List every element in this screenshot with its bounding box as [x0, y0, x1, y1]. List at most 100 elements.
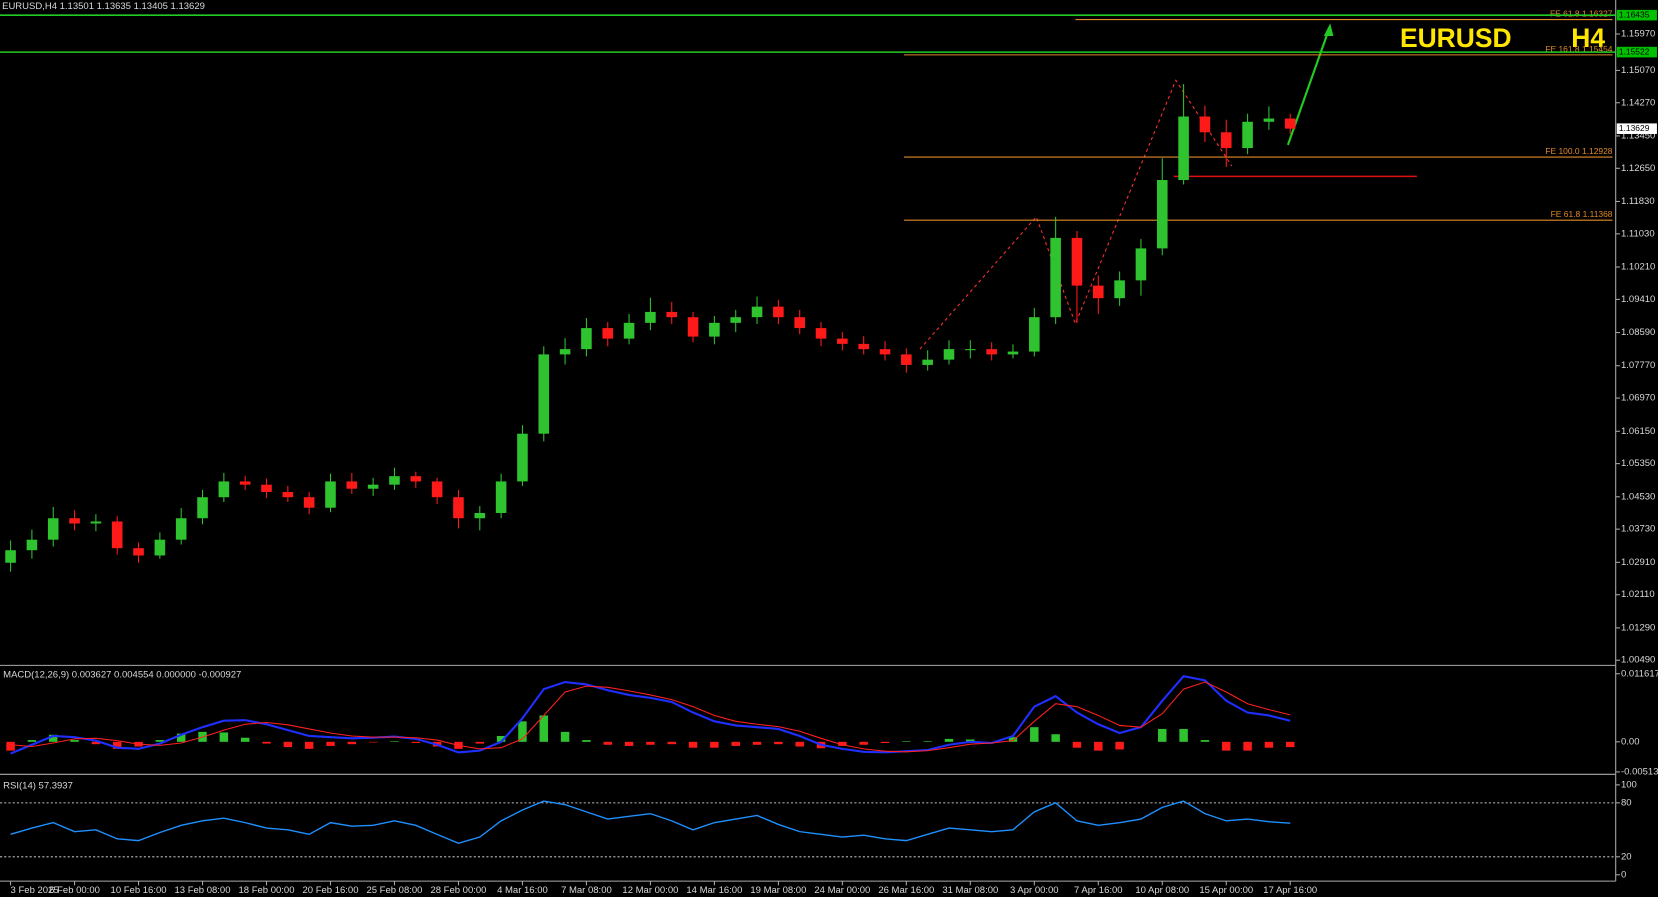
arrow-head	[1323, 23, 1334, 36]
candle-body	[517, 433, 528, 482]
candle-body	[90, 521, 102, 524]
macd-histogram-bar	[112, 741, 122, 749]
candle-body	[431, 481, 443, 498]
candle-body	[1178, 116, 1189, 181]
price-marker	[1616, 123, 1657, 134]
macd-histogram-bar	[966, 739, 975, 742]
macd-histogram-bar	[539, 715, 548, 742]
macd-histogram-bar	[944, 738, 954, 742]
x-tick-label: 31 Mar 08:00	[942, 885, 998, 896]
macd-histogram-bar	[582, 740, 591, 742]
candle-body	[261, 484, 272, 492]
x-tick-label: 7 Apr 16:00	[1074, 885, 1123, 896]
watermark: EURUSD	[1400, 23, 1512, 53]
candle-body	[1093, 285, 1104, 299]
x-tick-label: 14 Mar 16:00	[686, 885, 742, 896]
x-tick-label: 3 Feb 2025	[11, 885, 59, 896]
candle-body	[559, 349, 571, 355]
level-label: FE 100.0 1.12928	[1545, 146, 1612, 156]
macd-title: MACD(12,26,9) 0.003627 0.004554 0.000000…	[3, 669, 241, 680]
x-tick-label: 13 Feb 08:00	[175, 885, 231, 896]
candle-body	[1284, 118, 1296, 129]
candle-body	[218, 481, 230, 498]
rsi-tick-label: 20	[1621, 851, 1632, 862]
candle-body	[133, 548, 144, 556]
x-tick-label: 3 Apr 00:00	[1010, 885, 1059, 896]
macd-histogram-bar	[368, 741, 378, 743]
x-tick-label: 24 Mar 00:00	[814, 885, 870, 896]
macd-histogram-bar	[91, 741, 101, 745]
price-marker	[1616, 46, 1657, 58]
macd-histogram-bar	[1222, 741, 1231, 751]
candle-body	[837, 338, 848, 344]
macd-tick-label: -0.005133	[1621, 766, 1658, 777]
candle-body	[581, 328, 592, 350]
macd-histogram-bar	[304, 741, 314, 749]
macd-tick-label: 0.00	[1621, 736, 1639, 747]
level-label: FE 61.8 1.11368	[1551, 209, 1613, 219]
candle-body	[1029, 317, 1040, 352]
macd-histogram-bar	[859, 741, 868, 745]
x-tick-label: 17 Apr 16:00	[1263, 885, 1317, 896]
candle-body	[709, 322, 720, 337]
y-tick-label: 1.03730	[1621, 524, 1655, 535]
header: EURUSD,H4 1.13501 1.13635 1.13405 1.1362…	[2, 1, 205, 12]
candle-body	[645, 311, 656, 323]
level-label: FE 161.8 1.15454	[1545, 44, 1612, 54]
macd-histogram-bar	[646, 741, 655, 745]
y-tick-label: 1.06150	[1621, 426, 1655, 437]
candle-body	[1135, 248, 1147, 281]
candle-body	[666, 311, 678, 318]
y-tick-label: 1.04530	[1621, 491, 1655, 502]
macd-histogram-bar	[710, 741, 719, 748]
y-tick-label: 1.12650	[1621, 163, 1655, 174]
candle-body	[453, 497, 464, 519]
y-tick-label: 1.02910	[1621, 557, 1655, 568]
x-tick-label: 6 Feb 00:00	[49, 885, 100, 896]
candle-body	[303, 497, 315, 508]
x-tick-label: 18 Feb 00:00	[239, 885, 295, 896]
macd-histogram-bar	[219, 732, 229, 742]
price-marker-label: 1.16435	[1619, 9, 1650, 19]
candle-body	[154, 539, 166, 556]
macd-histogram-bar	[624, 741, 634, 746]
candle-body	[1114, 280, 1125, 299]
y-tick-label: 1.06970	[1621, 393, 1655, 404]
macd-histogram-bar	[1264, 741, 1274, 748]
candle-body	[175, 518, 187, 540]
candle-body	[879, 349, 891, 355]
x-tick-label: 10 Apr 08:00	[1135, 885, 1189, 896]
candle-body	[1199, 116, 1211, 133]
candle-body	[1242, 121, 1253, 149]
y-tick-label: 1.11830	[1621, 196, 1655, 207]
macd-histogram-bar	[795, 741, 804, 747]
y-tick-label: 1.05350	[1621, 458, 1655, 469]
candle-body	[474, 512, 486, 519]
macd-histogram-bar	[838, 741, 847, 746]
rsi-line	[10, 800, 1291, 845]
macd-histogram-bar	[1094, 741, 1103, 751]
candle-body	[1220, 132, 1232, 149]
rsi-tick-label: 80	[1621, 797, 1632, 808]
candle-body	[730, 317, 742, 323]
y-tick-label: 1.00490	[1621, 655, 1655, 666]
candle-body	[346, 481, 358, 489]
candle-body	[794, 317, 805, 329]
macd-histogram-bar	[1072, 741, 1082, 748]
x-tick-label: 25 Feb 08:00	[366, 885, 422, 896]
macd-histogram-bar	[1179, 728, 1188, 742]
macd-histogram-bar	[240, 737, 250, 742]
candle-body	[986, 349, 997, 355]
candle-body	[1050, 237, 1061, 318]
macd-line	[10, 681, 1291, 753]
candle-body	[325, 481, 336, 508]
macd-histogram-bar	[880, 741, 890, 744]
macd-histogram-bar	[1286, 741, 1295, 748]
candle-body	[111, 521, 123, 549]
x-tick-label: 12 Mar 00:00	[622, 885, 678, 896]
candle-body	[602, 328, 614, 339]
macd-histogram-bar	[560, 731, 570, 742]
macd-histogram-bar	[347, 741, 357, 745]
